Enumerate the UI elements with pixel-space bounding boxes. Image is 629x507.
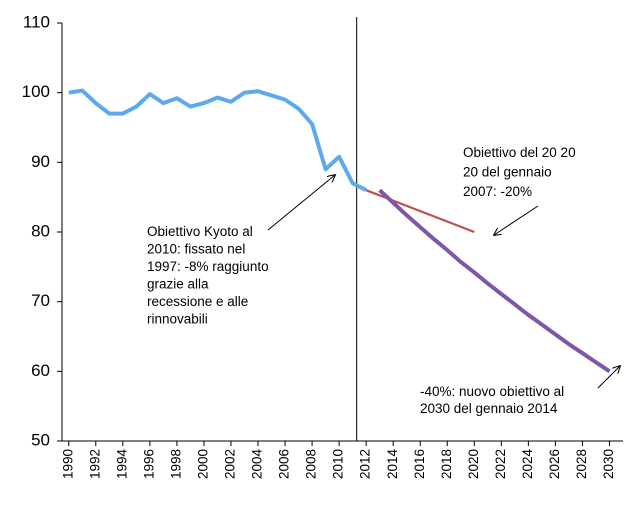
data-line: [365, 189, 475, 234]
data-line: [68, 88, 368, 192]
x-tick-label: 2020: [466, 449, 481, 479]
x-tick-label: 2000: [196, 449, 211, 479]
annotation: 2007: -20%: [463, 184, 532, 199]
data-line: [378, 188, 611, 373]
x-tick-label: 2012: [358, 449, 373, 479]
x-tick-label: 2004: [250, 449, 265, 480]
y-tick-label: 60: [31, 361, 50, 380]
annotation: 1997: -8% raggiunto: [147, 259, 269, 274]
y-tick-label: 110: [23, 12, 50, 31]
arrow: [597, 366, 620, 389]
arrow: [267, 175, 335, 231]
annotation: Obiettivo del 20 20: [463, 145, 576, 160]
x-tick-label: 2018: [439, 449, 454, 479]
y-tick-label: 50: [31, 430, 50, 449]
x-tick-label: 2008: [304, 449, 319, 479]
annotation: 2030 del gennaio 2014: [420, 401, 558, 416]
x-tick-label: 1998: [168, 449, 183, 479]
y-tick-label: 80: [31, 221, 50, 240]
x-tick-label: 1996: [141, 449, 156, 479]
x-tick-label: 1990: [60, 449, 75, 479]
x-tick-label: 1992: [87, 449, 102, 479]
y-tick-label: 70: [31, 291, 50, 310]
x-tick-label: 2028: [574, 449, 589, 479]
annotation: Obiettivo Kyoto al: [147, 224, 253, 239]
x-tick-label: 2002: [223, 449, 238, 479]
x-tick-label: 2010: [331, 449, 346, 479]
x-tick-label: 2022: [493, 449, 508, 479]
x-tick-label: 2014: [385, 449, 400, 480]
annotation: grazie alla: [147, 277, 209, 292]
y-tick-label: 90: [31, 152, 50, 171]
x-tick-label: 2024: [520, 449, 535, 480]
annotation: 2010: fissato nel: [147, 242, 245, 257]
annotation: 20 del gennaio: [463, 165, 552, 180]
annotation: rinnovabili: [147, 312, 208, 327]
annotation: recessione e alle: [147, 294, 248, 309]
x-tick-label: 2030: [601, 449, 616, 479]
annotation: -40%: nuovo obiettivo al: [420, 384, 564, 399]
x-tick-label: 2006: [277, 449, 292, 479]
x-tick-label: 2026: [547, 449, 562, 479]
arrow: [494, 205, 539, 235]
y-tick-label: 100: [22, 82, 50, 101]
x-tick-label: 1994: [114, 449, 129, 480]
x-tick-label: 2016: [412, 449, 427, 479]
